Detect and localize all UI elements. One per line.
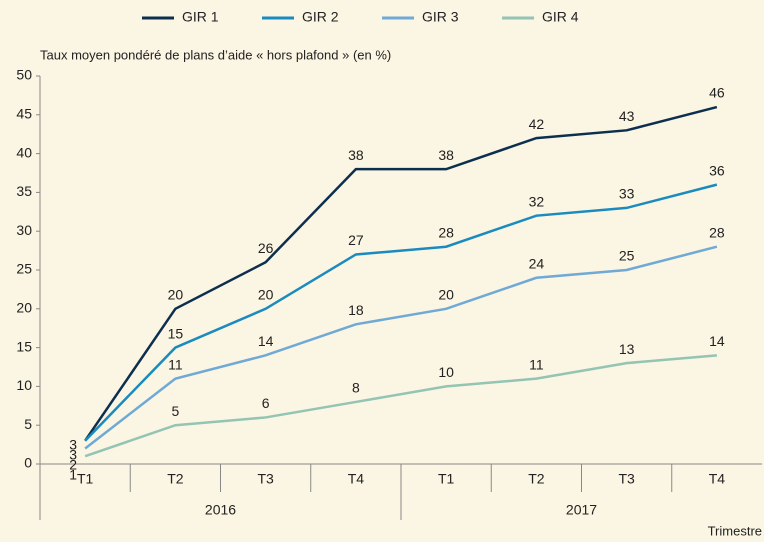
x-tick-label: T2 xyxy=(528,471,545,487)
x-tick-label: T1 xyxy=(77,471,94,487)
data-label: 20 xyxy=(168,287,184,303)
data-label: 3 xyxy=(69,437,77,453)
x-tick-label: T3 xyxy=(618,471,635,487)
data-label: 3 xyxy=(69,447,77,463)
data-label: 20 xyxy=(438,287,454,303)
data-label: 27 xyxy=(348,232,364,248)
data-label: 24 xyxy=(529,255,545,271)
y-tick-label: 5 xyxy=(24,416,32,432)
x-tick-label: T3 xyxy=(257,471,274,487)
data-label: 13 xyxy=(619,341,635,357)
x-axis-label: Trimestre xyxy=(708,523,762,538)
data-label: 8 xyxy=(352,380,360,396)
data-label: 28 xyxy=(709,224,725,240)
series-line xyxy=(84,105,718,442)
data-label: 33 xyxy=(619,186,635,202)
data-label: 1 xyxy=(69,467,77,483)
x-tick-label: T1 xyxy=(438,471,455,487)
y-tick-label: 50 xyxy=(16,67,32,83)
y-tick-label: 40 xyxy=(16,144,32,160)
legend-label: GIR 3 xyxy=(422,9,459,25)
series-line xyxy=(84,183,718,442)
y-tick-label: 10 xyxy=(16,377,32,393)
legend-label: GIR 1 xyxy=(182,9,219,25)
y-tick-label: 30 xyxy=(16,222,32,238)
data-label: 11 xyxy=(168,356,183,372)
data-label: 42 xyxy=(529,116,545,132)
series-line xyxy=(84,245,718,450)
data-label: 32 xyxy=(529,193,545,209)
data-label: 46 xyxy=(709,85,725,101)
data-label: 2 xyxy=(69,457,77,473)
data-label: 10 xyxy=(438,364,454,380)
group-label: 2016 xyxy=(205,502,236,518)
data-label: 15 xyxy=(168,325,184,341)
legend-label: GIR 2 xyxy=(302,9,339,25)
y-tick-label: 35 xyxy=(16,183,32,199)
x-tick-label: T2 xyxy=(167,471,184,487)
data-label: 25 xyxy=(619,248,635,264)
x-tick-label: T4 xyxy=(348,471,365,487)
data-label: 26 xyxy=(258,240,274,256)
group-label: 2017 xyxy=(566,502,597,518)
data-label: 43 xyxy=(619,108,635,124)
x-tick-label: T4 xyxy=(709,471,726,487)
y-axis-label: Taux moyen pondéré de plans d’aide « hor… xyxy=(40,47,391,62)
data-label: 36 xyxy=(709,162,725,178)
y-tick-label: 0 xyxy=(24,455,32,471)
y-tick-label: 45 xyxy=(16,106,32,122)
data-label: 18 xyxy=(348,302,364,318)
data-label: 5 xyxy=(171,403,179,419)
data-label: 20 xyxy=(258,287,274,303)
legend-label: GIR 4 xyxy=(542,9,579,25)
data-label: 11 xyxy=(529,356,544,372)
data-label: 38 xyxy=(438,147,454,163)
data-label: 14 xyxy=(709,333,725,349)
series-line xyxy=(84,354,717,458)
y-tick-label: 25 xyxy=(16,261,32,277)
data-label: 14 xyxy=(258,333,274,349)
y-tick-label: 20 xyxy=(16,300,32,316)
data-label: 28 xyxy=(438,224,454,240)
data-label: 6 xyxy=(262,395,270,411)
y-tick-label: 15 xyxy=(16,338,32,354)
data-label: 38 xyxy=(348,147,364,163)
